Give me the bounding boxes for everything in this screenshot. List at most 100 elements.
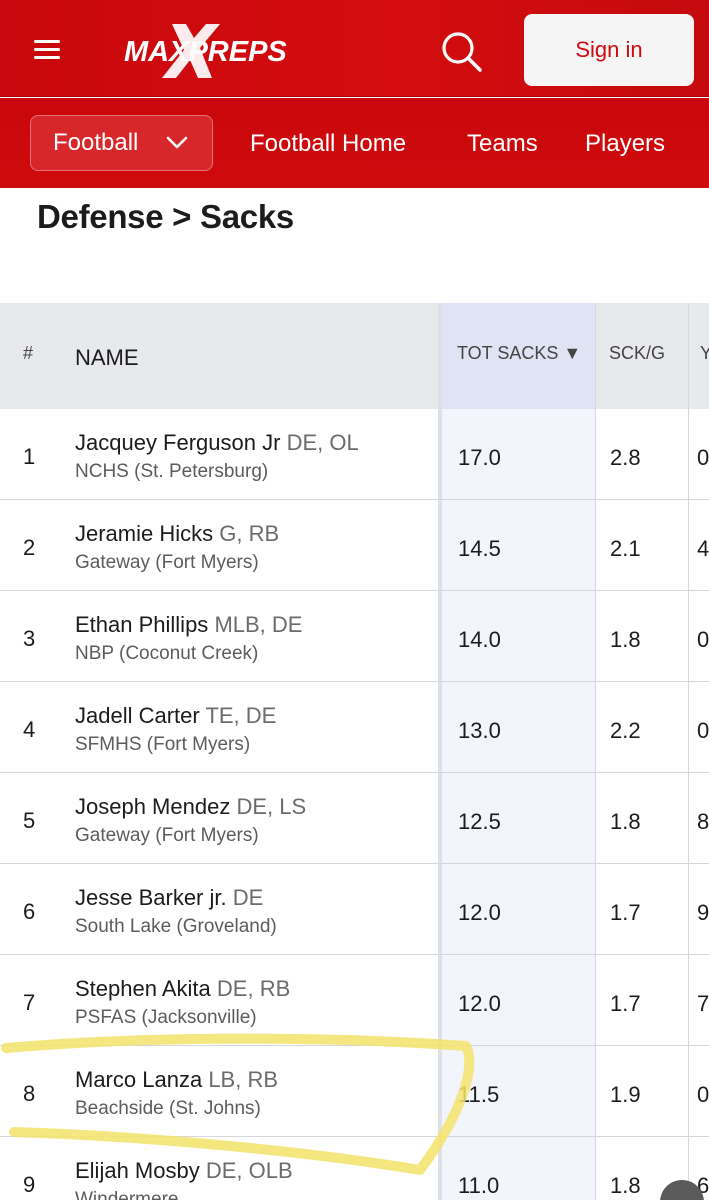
player-position: TE, DE [205, 703, 277, 728]
player-name[interactable]: Jadell Carter [75, 703, 200, 728]
player-position: G, RB [219, 521, 280, 546]
player-name-line[interactable]: Ethan Phillips MLB, DE [75, 612, 302, 638]
player-school[interactable]: SFMHS (Fort Myers) [75, 734, 251, 755]
player-name[interactable]: Ethan Phillips [75, 612, 209, 637]
table-row[interactable]: 2 Jeramie Hicks G, RB Gateway (Fort Myers)… [0, 500, 709, 591]
player-name-line[interactable]: Elijah Mosby DE, OLB [75, 1158, 293, 1184]
player-name[interactable]: Elijah Mosby [75, 1158, 200, 1183]
tot-sacks-value: 13.0 [458, 718, 501, 743]
column-header-sck-per-game[interactable]: SCK/G [609, 343, 666, 363]
sacks-per-game-value: 1.8 [610, 1173, 641, 1198]
player-name-line[interactable]: Jeramie Hicks G, RB [75, 521, 279, 547]
player-name-line[interactable]: Joseph Mendez DE, LS [75, 794, 306, 820]
table-row[interactable]: 1 Jacquey Ferguson Jr DE, OL NCHS (St. Pet… [0, 409, 709, 500]
table-header: # NAME TOT SACKS ▼ SCK/G Y [0, 303, 709, 409]
chevron-down-icon [166, 136, 188, 149]
sport-selector-dropdown[interactable]: Football [30, 115, 213, 171]
player-name[interactable]: Jeramie Hicks [75, 521, 214, 546]
row-rank: 3 [23, 626, 36, 651]
row-rank: 8 [23, 1081, 36, 1106]
clipped-column-value: 8 [697, 809, 709, 834]
player-school[interactable]: Windermere [75, 1189, 179, 1200]
player-school[interactable]: NBP (Coconut Creek) [75, 643, 259, 664]
logo-text: MAXPREPS [124, 36, 287, 68]
player-name-line[interactable]: Stephen Akita DE, RB [75, 976, 290, 1002]
sacks-per-game-value: 2.2 [610, 718, 641, 743]
row-rank: 1 [23, 444, 36, 469]
menu-icon-bar [34, 56, 60, 59]
sacks-per-game-value: 2.8 [610, 445, 641, 470]
player-school[interactable]: South Lake (Groveland) [75, 916, 277, 937]
player-name[interactable]: Marco Lanza [75, 1067, 203, 1092]
tot-sacks-value: 11.0 [458, 1173, 500, 1198]
clipped-column-value: 7 [697, 991, 709, 1016]
table-row[interactable]: 9 Elijah Mosby DE, OLB Windermere 11.0 1.8 6 [0, 1137, 709, 1200]
player-name[interactable]: Jacquey Ferguson Jr [75, 430, 281, 455]
menu-icon-bar [34, 48, 60, 51]
row-rank: 4 [23, 717, 36, 742]
clipped-column-value: 0 [697, 1082, 709, 1107]
player-position: DE, RB [216, 976, 291, 1001]
player-position: DE [232, 885, 264, 910]
player-position: LB, RB [208, 1067, 279, 1092]
row-rank: 2 [23, 535, 36, 560]
player-position: DE, LS [236, 794, 307, 819]
player-school[interactable]: PSFAS (Jacksonville) [75, 1007, 257, 1028]
nav-link-players[interactable]: Players [585, 130, 666, 157]
player-school[interactable]: NCHS (St. Petersburg) [75, 461, 269, 482]
sacks-per-game-value: 1.8 [610, 809, 641, 834]
column-header-tot-sacks[interactable]: TOT SACKS ▼ [457, 343, 582, 363]
clipped-column-value: 0 [697, 445, 709, 470]
sacks-per-game-value: 2.1 [610, 536, 641, 561]
sign-in-button[interactable]: Sign in [524, 14, 694, 86]
column-header-clipped[interactable]: Y [700, 343, 709, 363]
column-header-rank[interactable]: # [23, 343, 34, 363]
search-icon[interactable] [436, 26, 486, 76]
floating-action-button[interactable] [660, 1180, 704, 1200]
column-header-name[interactable]: NAME [75, 345, 139, 370]
page-title: Defense > Sacks [37, 198, 294, 235]
table-row[interactable]: 8 Marco Lanza LB, RB Beachside (St. Johns)… [0, 1046, 709, 1137]
table-row[interactable]: 6 Jesse Barker jr. DE South Lake (Grovelan… [0, 864, 709, 955]
player-name-line[interactable]: Jacquey Ferguson Jr DE, OL [75, 430, 359, 456]
tot-sacks-value: 12.0 [458, 991, 501, 1016]
menu-icon-bar [34, 40, 60, 43]
player-name[interactable]: Jesse Barker jr. [75, 885, 227, 910]
table-row[interactable]: 5 Joseph Mendez DE, LS Gateway (Fort Myers… [0, 773, 709, 864]
sport-selector-label: Football [53, 129, 139, 156]
nav-link-teams[interactable]: Teams [467, 130, 538, 157]
player-name[interactable]: Stephen Akita [75, 976, 211, 1001]
table-row[interactable]: 7 Stephen Akita DE, RB PSFAS (Jacksonville… [0, 955, 709, 1046]
clipped-column-value: 4 [697, 536, 709, 561]
nav-link-football-home[interactable]: Football Home [250, 130, 407, 157]
column-divider [688, 303, 689, 1200]
clipped-column-value: 0 [697, 627, 709, 652]
logo-x-mark [162, 24, 220, 78]
player-school[interactable]: Beachside (St. Johns) [75, 1098, 261, 1119]
sacks-per-game-value: 1.7 [610, 900, 641, 925]
tot-sacks-value: 12.0 [458, 900, 501, 925]
tot-sacks-value: 17.0 [458, 445, 501, 470]
table-row[interactable]: 3 Ethan Phillips MLB, DE NBP (Coconut Cree… [0, 591, 709, 682]
player-position: MLB, DE [214, 612, 303, 637]
row-rank: 6 [23, 899, 36, 924]
player-name[interactable]: Joseph Mendez [75, 794, 231, 819]
player-school[interactable]: Gateway (Fort Myers) [75, 825, 259, 846]
table-row[interactable]: 4 Jadell Carter TE, DE SFMHS (Fort Myers) 1… [0, 682, 709, 773]
sacks-per-game-value: 1.9 [610, 1082, 641, 1107]
tot-sacks-value: 14.5 [458, 536, 501, 561]
menu-icon[interactable] [28, 34, 66, 66]
player-name-line[interactable]: Jadell Carter TE, DE [75, 703, 276, 729]
sport-subnav: Football [0, 98, 709, 188]
player-position: DE, OLB [205, 1158, 293, 1183]
player-name-line[interactable]: Jesse Barker jr. DE [75, 885, 263, 911]
maxpreps-logo[interactable]: MAXPREPS [120, 20, 295, 82]
clipped-column-value: 0 [697, 718, 709, 743]
row-rank: 7 [23, 990, 36, 1015]
sacks-per-game-value: 1.7 [610, 991, 641, 1016]
player-school[interactable]: Gateway (Fort Myers) [75, 552, 259, 573]
player-name-line[interactable]: Marco Lanza LB, RB [75, 1067, 278, 1093]
sorted-header-background [441, 303, 596, 409]
tot-sacks-value: 11.5 [458, 1082, 500, 1107]
tot-sacks-value: 14.0 [458, 627, 501, 652]
